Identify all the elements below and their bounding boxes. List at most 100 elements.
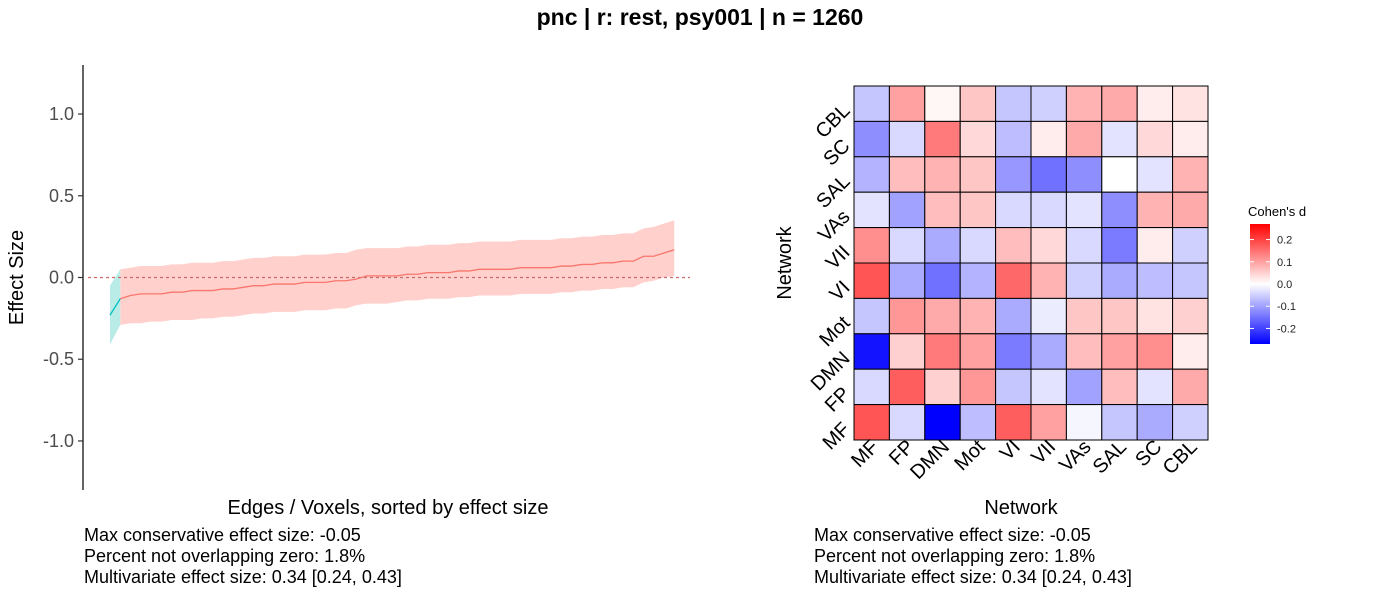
heatmap-cell-MF-SAL (1101, 404, 1138, 441)
max-conservative-effect: Max conservative effect size: -0.05 (84, 525, 361, 545)
heatmap-cell-VI-CBL (1172, 262, 1209, 299)
legend-tick-label: -0.1 (1277, 301, 1296, 313)
heatmap-cell-Mot-CBL (1172, 297, 1209, 335)
heatmap-cell-Mot-MF (853, 297, 890, 335)
y-axis-ticks: 1.0 0.5 0.0 -0.5 -1.0 (43, 104, 83, 451)
max-conservative-effect: Max conservative effect size: -0.05 (814, 525, 1091, 545)
heatmap-cell-FP-FP (888, 368, 926, 406)
heatmap-cell-SC-CBL (1172, 120, 1209, 158)
heatmap-cell-CBL-DMN (924, 85, 961, 122)
heatmap-cell-CBL-MF (853, 85, 890, 122)
x-axis-label: Edges / Voxels, sorted by effect size (228, 497, 549, 519)
heatmap-cell-CBL-VI (995, 85, 1032, 122)
heatmap-cell-DMN-DMN (924, 333, 961, 370)
y-tick-label-CBL: CBL (811, 100, 854, 143)
heatmap-cell-SAL-Mot (959, 156, 997, 193)
heatmap-cell-SAL-VI (995, 156, 1032, 193)
heatmap-cell-MF-DMN (924, 404, 961, 441)
heatmap-cell-SC-SAL (1101, 120, 1138, 158)
heatmap-cell-CBL-SAL (1101, 85, 1138, 122)
confidence-band-estimate-overlapping-zero (120, 220, 675, 325)
heatmap-cell-DMN-VAs (1065, 333, 1103, 370)
x-tick-label-Mot: Mot (950, 436, 989, 475)
heatmap-cell-MF-SC (1136, 404, 1174, 441)
y-tick-label-VAs: VAs (814, 206, 854, 246)
heatmap-cell-VAs-DMN (924, 191, 961, 229)
heatmap-cell-VI-SAL (1101, 262, 1138, 299)
heatmap-cell-Mot-FP (888, 297, 926, 335)
heatmap-cell-SC-VI (995, 120, 1032, 158)
heatmap-cell-Mot-DMN (924, 297, 961, 335)
x-tick-label-MF: MF (847, 436, 883, 472)
heatmap-cell-MF-CBL (1172, 404, 1209, 441)
heatmap-cell-SC-VII (1030, 120, 1067, 158)
heatmap-cell-Mot-Mot (959, 297, 997, 335)
heatmap-cell-DMN-CBL (1172, 333, 1209, 370)
legend-title: Cohen's d (1248, 204, 1306, 219)
heatmap-cell-DMN-VI (995, 333, 1032, 370)
heatmap-cell-SAL-FP (888, 156, 926, 193)
y-axis-label: Effect Size (6, 230, 28, 325)
heatmap-y-axis-label: Network (774, 225, 796, 299)
heatmap-cell-SAL-CBL (1172, 156, 1209, 193)
heatmap-cell-SC-DMN (924, 120, 961, 158)
heatmap-cell-VAs-VAs (1065, 191, 1103, 229)
heatmap-cell-SAL-SAL (1101, 156, 1138, 193)
heatmap-cell-VII-SC (1136, 227, 1174, 264)
y-tick-label-MF: MF (819, 418, 855, 454)
multivariate-effect: Multivariate effect size: 0.34 [0.24, 0.… (84, 567, 402, 587)
heatmap-cell-VAs-SC (1136, 191, 1174, 229)
right-summary: Max conservative effect size: -0.05 Perc… (814, 525, 1132, 588)
heatmap-cell-VII-DMN (924, 227, 961, 264)
percent-not-overlapping: Percent not overlapping zero: 1.8% (84, 546, 366, 566)
heatmap-cell-FP-VAs (1065, 368, 1103, 406)
heatmap-cell-FP-SAL (1101, 368, 1138, 406)
legend-ticks: 0.2 0.1 0.0 -0.1 -0.2 (1250, 235, 1296, 335)
heatmap-cell-VI-SC (1136, 262, 1174, 299)
y-tick-label-DMN: DMN (807, 347, 855, 395)
heatmap-cell-VAs-MF (853, 191, 890, 229)
heatmap-cell-DMN-MF (853, 333, 890, 370)
percent-not-overlapping: Percent not overlapping zero: 1.8% (814, 546, 1096, 566)
heatmap-cell-VII-SAL (1101, 227, 1138, 264)
heatmap-cell-VAs-Mot (959, 191, 997, 229)
x-tick-label-DMN: DMN (906, 436, 954, 484)
heatmap-cell-VI-Mot (959, 262, 997, 299)
heatmap-cell-Mot-VII (1030, 297, 1067, 335)
heatmap-cell-VII-Mot (959, 227, 997, 264)
legend-colorbar (1250, 224, 1270, 344)
y-tick-label: 1.0 (49, 104, 74, 124)
heatmap-cell-CBL-VAs (1065, 85, 1103, 122)
heatmap-cell-CBL-SC (1136, 85, 1174, 122)
heatmap-cell-FP-SC (1136, 368, 1174, 406)
heatmap-cell-VI-DMN (924, 262, 961, 299)
left-summary: Max conservative effect size: -0.05 Perc… (84, 525, 402, 588)
heatmap-cell-VII-MF (853, 227, 890, 264)
heatmap-cell-VI-MF (853, 262, 890, 299)
heatmap-cell-VII-VI (995, 227, 1032, 264)
heatmap-cell-MF-VII (1030, 404, 1067, 441)
heatmap-cell-SAL-SC (1136, 156, 1174, 193)
heatmap-cell-VAs-CBL (1172, 191, 1209, 229)
heatmap-cell-DMN-SC (1136, 333, 1174, 370)
legend-tick-label: 0.1 (1277, 257, 1292, 269)
heatmap-cell-VII-VAs (1065, 227, 1103, 264)
heatmap-cell-Mot-VAs (1065, 297, 1103, 335)
heatmap-cell-VAs-VII (1030, 191, 1067, 229)
heatmap-cell-CBL-FP (888, 85, 926, 122)
y-tick-label: 0.5 (49, 186, 74, 206)
heatmap-cell-FP-DMN (924, 368, 961, 406)
heatmap-cell-VI-FP (888, 262, 926, 299)
heatmap-cell-DMN-Mot (959, 333, 997, 370)
effect-size-plot: 1.0 0.5 0.0 -0.5 -1.0 Effect Size Edges / Vo… (6, 65, 690, 519)
legend-tick-label: -0.2 (1277, 323, 1296, 335)
y-tick-label: -1.0 (43, 431, 74, 451)
legend-tick-label: 0.2 (1277, 235, 1292, 247)
heatmap-cell-VII-CBL (1172, 227, 1209, 264)
heatmap-cell-CBL-CBL (1172, 85, 1209, 122)
heatmap-cell-SAL-DMN (924, 156, 961, 193)
heatmap-cell-VI-VII (1030, 262, 1067, 299)
